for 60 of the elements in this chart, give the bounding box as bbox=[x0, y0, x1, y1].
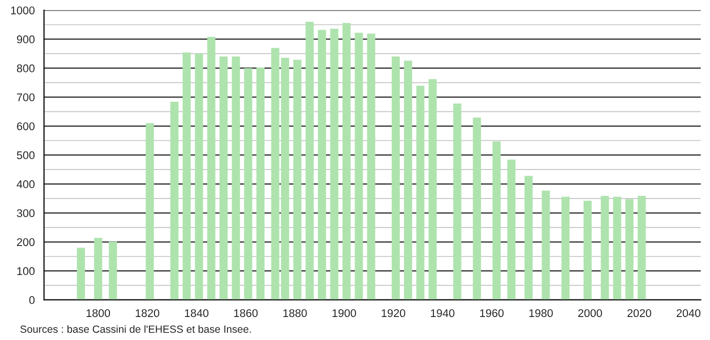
bar bbox=[293, 60, 302, 300]
bar bbox=[318, 30, 326, 300]
bar bbox=[367, 34, 376, 300]
x-tick-label: 1800 bbox=[86, 309, 110, 318]
x-tick-label: 1880 bbox=[283, 309, 307, 318]
bar bbox=[600, 196, 609, 300]
bar bbox=[232, 56, 240, 300]
bar bbox=[638, 196, 646, 300]
bar bbox=[428, 79, 437, 300]
x-tick-label: 1900 bbox=[332, 309, 356, 318]
y-tick-label: 0 bbox=[29, 296, 35, 304]
x-tick-label: 1980 bbox=[529, 309, 553, 318]
bar bbox=[561, 196, 570, 300]
bar bbox=[507, 160, 516, 300]
bar bbox=[492, 141, 501, 300]
bar bbox=[392, 56, 400, 300]
x-tick-label: 1960 bbox=[480, 309, 504, 318]
bar bbox=[542, 190, 550, 300]
x-tick-label: 1860 bbox=[234, 309, 258, 318]
x-tick-label: 1840 bbox=[185, 309, 208, 318]
y-tick-label: 300 bbox=[16, 209, 35, 218]
y-tick-label: 1000 bbox=[11, 6, 35, 14]
bar bbox=[108, 242, 117, 300]
bar bbox=[625, 199, 634, 300]
bar bbox=[613, 196, 622, 300]
x-tick-label: 2020 bbox=[627, 309, 652, 318]
bar bbox=[584, 200, 592, 300]
y-tick-label: 400 bbox=[16, 180, 35, 188]
source-note: Sources : base Cassini de l'EHESS et base Insee. bbox=[20, 325, 251, 333]
y-tick-label: 800 bbox=[16, 64, 35, 72]
x-tick-label: 2040 bbox=[676, 309, 700, 318]
bar bbox=[76, 248, 85, 300]
bar bbox=[244, 68, 252, 300]
bar bbox=[330, 28, 338, 300]
bar bbox=[207, 36, 216, 300]
bar bbox=[194, 54, 204, 300]
bar bbox=[354, 32, 363, 300]
y-tick-label: 500 bbox=[16, 151, 35, 160]
x-tick-label: 2000 bbox=[578, 309, 602, 318]
bar bbox=[182, 52, 191, 300]
bar bbox=[94, 238, 102, 300]
bar bbox=[146, 123, 154, 300]
bar bbox=[306, 22, 314, 300]
bar bbox=[524, 176, 533, 300]
y-tick-label: 600 bbox=[17, 122, 35, 130]
bar bbox=[472, 118, 481, 300]
x-tick-label: 1820 bbox=[136, 309, 160, 318]
bar bbox=[220, 56, 228, 300]
bar bbox=[416, 86, 424, 300]
bar bbox=[170, 102, 178, 300]
y-tick-label: 900 bbox=[16, 35, 35, 44]
y-tick-label: 100 bbox=[17, 267, 35, 276]
bar bbox=[404, 60, 412, 300]
x-tick-label: 1940 bbox=[430, 309, 454, 318]
bar bbox=[453, 103, 462, 300]
y-tick-label: 200 bbox=[17, 238, 35, 246]
y-tick-label: 700 bbox=[17, 93, 35, 102]
bar bbox=[256, 68, 265, 300]
x-tick-label: 1920 bbox=[382, 309, 406, 318]
bar bbox=[342, 22, 351, 300]
